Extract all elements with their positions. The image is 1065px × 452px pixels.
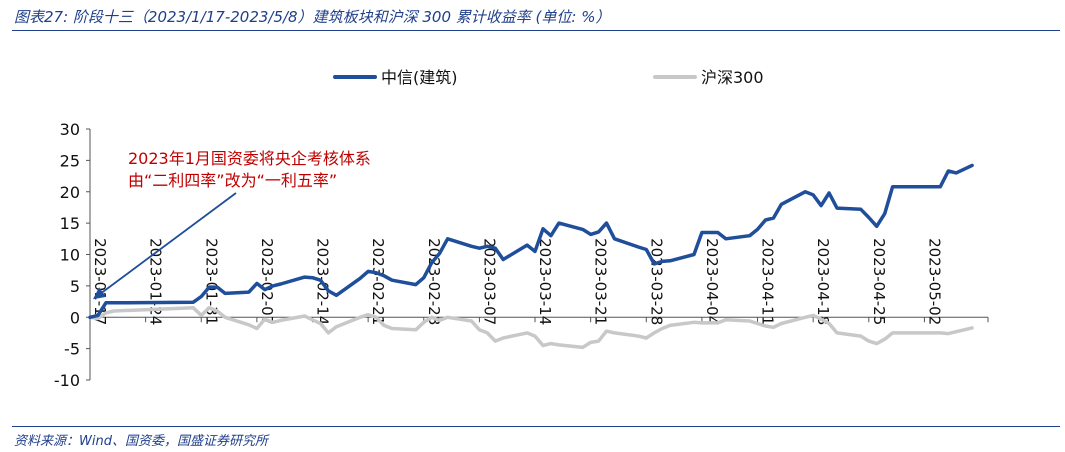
x-tick-label: 2023-02-28 bbox=[425, 238, 443, 325]
y-tick-label: -10 bbox=[54, 371, 80, 390]
series-line-csi300 bbox=[88, 306, 974, 350]
y-tick-label: 5 bbox=[70, 277, 80, 296]
x-tick-label: 2023-02-21 bbox=[369, 238, 387, 325]
x-tick-label: 2023-04-11 bbox=[759, 238, 777, 325]
x-tick-label: 2023-03-28 bbox=[647, 238, 665, 325]
series-line-construction bbox=[88, 163, 974, 320]
x-tick-label: 2023-03-21 bbox=[592, 238, 610, 325]
source-rule bbox=[12, 426, 1060, 427]
x-tick-label: 2023-01-31 bbox=[202, 238, 220, 325]
title-rule bbox=[12, 30, 1060, 31]
y-tick-label: 30 bbox=[60, 120, 80, 139]
series-lines bbox=[88, 163, 974, 350]
x-tick-label: 2023-02-07 bbox=[258, 238, 276, 325]
y-tick-label: 15 bbox=[60, 214, 80, 233]
annotation-text: 由“二利四率”改为“一利五率” bbox=[128, 171, 337, 190]
legend-label: 中信(建筑) bbox=[381, 68, 458, 87]
data-source-note: 资料来源：Wind、国资委，国盛证券研究所 bbox=[14, 434, 268, 449]
annotation-text: 2023年1月国资委将央企考核体系 bbox=[128, 149, 371, 168]
x-tick-label: 2023-05-02 bbox=[925, 238, 943, 325]
x-axis: 2023-01-17 2023-01-24 2023-01-31 2023-02-07… bbox=[89, 238, 989, 325]
y-tick-label: 10 bbox=[60, 246, 80, 265]
figure-title: 图表27: 阶段十三（2023/1/17-2023/5/8）建筑板块和沪深 30… bbox=[14, 8, 611, 26]
x-tick-label: 2023-01-24 bbox=[147, 238, 165, 325]
legend-label: 沪深300 bbox=[701, 68, 764, 87]
chart-legend: 中信(建筑) 沪深300 bbox=[333, 68, 764, 87]
x-tick-label: 2023-03-14 bbox=[536, 238, 554, 325]
y-axis: -10 -5 0 5 10 15 20 25 30 bbox=[54, 120, 91, 390]
x-tick-label: 2023-04-25 bbox=[870, 238, 888, 325]
x-tick-label: 2023-04-04 bbox=[703, 238, 721, 325]
y-tick-label: 0 bbox=[70, 308, 80, 327]
y-tick-label: -5 bbox=[64, 340, 80, 359]
annotation-arrow-shaft bbox=[100, 192, 237, 294]
annotation-arrow-head bbox=[93, 287, 107, 300]
y-tick-label: 20 bbox=[60, 183, 80, 202]
x-tick-label: 2023-04-18 bbox=[814, 238, 832, 325]
x-tick-label: 2023-03-07 bbox=[480, 238, 498, 325]
y-tick-label: 25 bbox=[60, 151, 80, 170]
